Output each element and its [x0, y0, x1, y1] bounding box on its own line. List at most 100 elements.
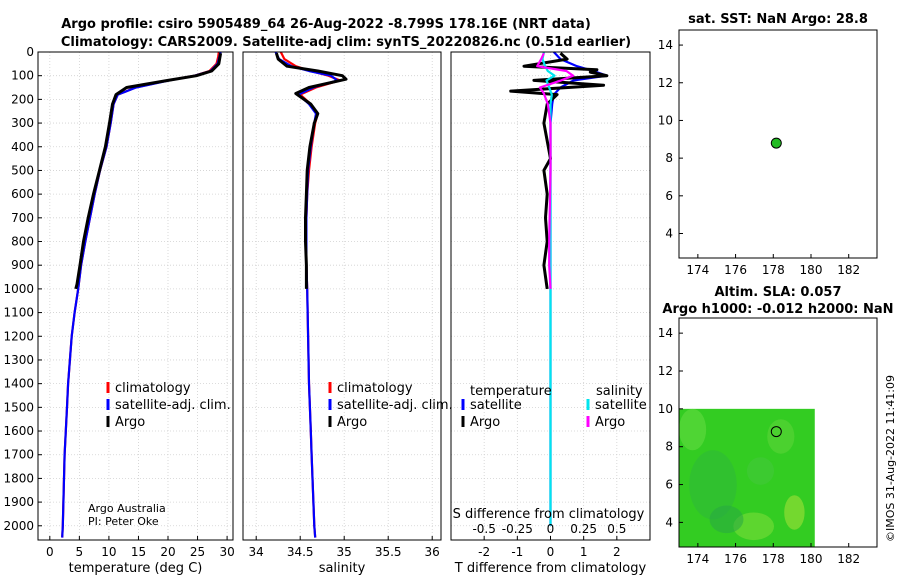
sla-field-patch	[679, 408, 707, 451]
x-tick-label: 0	[547, 545, 555, 559]
x-tick-label: 36	[425, 545, 440, 559]
series-line-climatology	[279, 51, 341, 538]
y-tick-label: 900	[11, 258, 34, 272]
sst-map-title: sat. SST: NaN Argo: 28.8	[688, 12, 868, 27]
sla-map-panel: 174 176 178 180 182 4 6 8 10 12 14 Altim. SLA: 0.05…	[658, 285, 894, 566]
y-tick-label: 1300	[3, 353, 34, 367]
y-tick-label: 6	[665, 478, 673, 492]
y-tick-label: 6	[665, 189, 673, 203]
x-tick-label: 180	[800, 263, 823, 277]
y-tick-label: 1900	[3, 495, 34, 509]
x-axis-label: temperature (deg C)	[69, 561, 203, 576]
y-tick-label: 10	[658, 113, 673, 127]
y-tick-label: 300	[11, 116, 34, 130]
x-tick-label: 0	[46, 545, 54, 559]
argo-position-marker	[770, 426, 782, 438]
y-tick-label: 200	[11, 92, 34, 106]
sla-field-patch	[746, 457, 775, 485]
x-tick-label: 178	[762, 552, 785, 566]
legend-label: Argo	[115, 415, 145, 430]
figure-title-line1: Argo profile: csiro 5905489_64 26-Aug-20…	[61, 17, 591, 32]
x-tick-label: 2	[613, 545, 621, 559]
series-line-argo	[274, 52, 348, 289]
y-tick-label: 100	[11, 69, 34, 83]
y-tick-label: 1800	[3, 471, 34, 485]
salinity-panel: 34 34.5 35 35.5 36 salinity climatology satelli…	[242, 51, 453, 576]
y-tick-label: 0	[26, 45, 34, 59]
temperature-panel: 0 5 10 15 20 25 30 temperature (deg C) 0 100 200 30…	[3, 45, 234, 576]
y-tick-label: 8	[665, 151, 673, 165]
x-tick-label: 10	[101, 545, 116, 559]
x-tick-label-s: -0.5	[472, 522, 495, 536]
series-line-t-argo	[509, 52, 609, 290]
legend-label: satellite	[595, 398, 647, 413]
sla-map-title-line1: Altim. SLA: 0.057	[715, 285, 842, 300]
credit-line1: Argo Australia	[88, 502, 166, 515]
x-tick-label: -1	[511, 545, 523, 559]
x-tick-label: 174	[686, 552, 709, 566]
legend-label: satellite	[470, 398, 522, 413]
y-tick-label: 12	[658, 364, 673, 378]
map-frame	[678, 317, 878, 548]
x-tick-label: 35.5	[375, 545, 402, 559]
x-tick-label: 182	[837, 552, 860, 566]
x-axis-label: salinity	[319, 561, 366, 576]
y-tick-label: 4	[665, 227, 673, 241]
y-tick-label: 10	[658, 402, 673, 416]
y-tick-label: 400	[11, 140, 34, 154]
x-tick-label-s: 0	[547, 522, 555, 536]
plot-frame	[37, 51, 234, 541]
x-tick-label-s: 0.5	[607, 522, 626, 536]
timestamp-label: ©IMOS 31-Aug-2022 11:41:09	[884, 375, 897, 542]
sla-field-patch	[689, 450, 737, 520]
y-tick-label: 1400	[3, 377, 34, 391]
series-line-s-argo	[536, 52, 575, 289]
x-tick-label: 174	[686, 263, 709, 277]
credit-line2: PI: Peter Oke	[88, 515, 159, 528]
y-tick-label: 1200	[3, 329, 34, 343]
x-tick-label-s: 0.25	[570, 522, 597, 536]
x-tick-label: 35	[337, 545, 352, 559]
x-tick-label-s: -0.25	[502, 522, 533, 536]
y-tick-label: 4	[665, 515, 673, 529]
sla-field-patch	[767, 419, 795, 454]
x-tick-label: 30	[219, 545, 234, 559]
x-axis-label-top: S difference from climatology	[453, 507, 645, 522]
y-tick-label: 1500	[3, 400, 34, 414]
y-tick-label: 500	[11, 163, 34, 177]
map-frame	[678, 29, 878, 259]
x-tick-label: -2	[478, 545, 490, 559]
legend-label: satellite-adj. clim.	[115, 398, 231, 413]
y-tick-label: 8	[665, 440, 673, 454]
x-tick-label: 34.5	[287, 545, 314, 559]
legend-title-salinity: salinity	[596, 384, 643, 399]
legend-label: climatology	[115, 381, 191, 396]
x-tick-label: 34	[249, 545, 264, 559]
legend-label: Argo	[337, 415, 367, 430]
x-axis-label: T difference from climatology	[454, 561, 647, 576]
sla-field-patch	[709, 505, 744, 534]
y-tick-label: 1100	[3, 306, 34, 320]
series-line-satellite-adj-clim-	[274, 51, 339, 538]
x-tick-label: 178	[762, 263, 785, 277]
y-tick-label: 600	[11, 187, 34, 201]
x-tick-label: 176	[724, 552, 747, 566]
y-tick-label: 1000	[3, 282, 34, 296]
y-tick-label: 700	[11, 211, 34, 225]
sla-map-title-line2: Argo h1000: -0.012 h2000: NaN	[662, 302, 893, 317]
argo-position-marker	[770, 137, 782, 149]
x-tick-label: 182	[837, 263, 860, 277]
legend-label: satellite-adj. clim.	[337, 398, 453, 413]
series-line-climatology	[61, 51, 220, 538]
y-tick-label: 14	[658, 38, 673, 52]
x-tick-label: 15	[131, 545, 146, 559]
y-tick-label: 1700	[3, 448, 34, 462]
legend-label: climatology	[337, 381, 413, 396]
legend-label: Argo	[470, 415, 500, 430]
y-tick-label: 1600	[3, 424, 34, 438]
y-tick-label: 800	[11, 235, 34, 249]
x-tick-label: 25	[190, 545, 205, 559]
x-tick-label: 1	[580, 545, 588, 559]
x-tick-label: 180	[800, 552, 823, 566]
x-tick-label: 176	[724, 263, 747, 277]
